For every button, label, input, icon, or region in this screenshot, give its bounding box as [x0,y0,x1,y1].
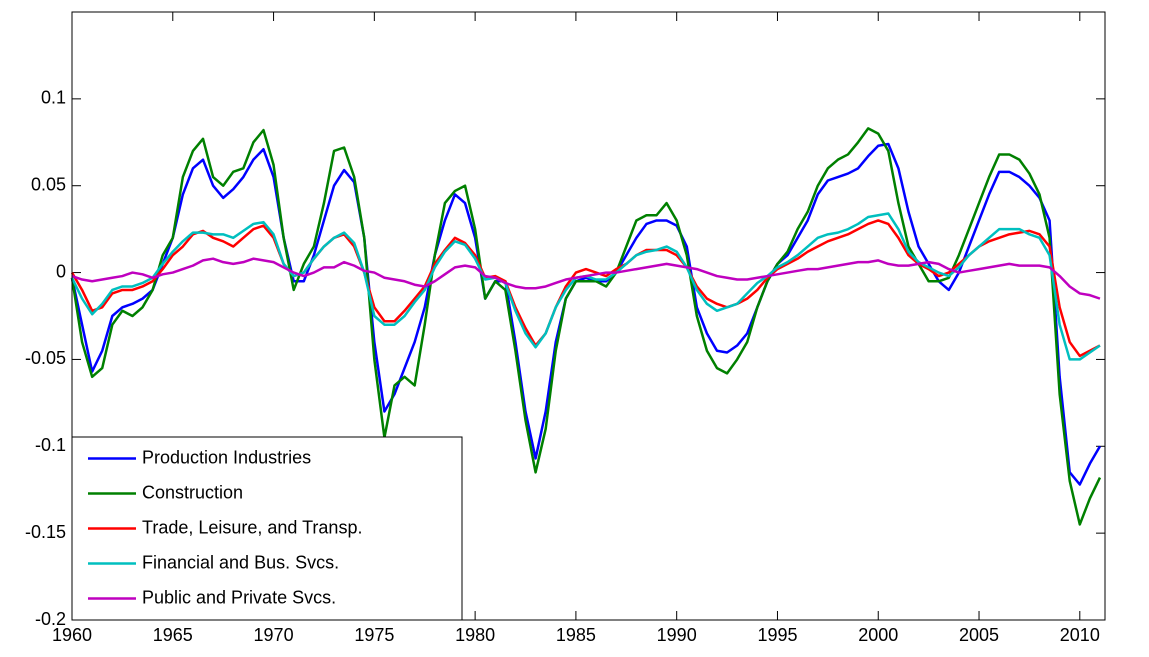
legend-label: Public and Private Svcs. [142,587,336,607]
y-tick-label: -0.2 [35,609,66,629]
legend-label: Trade, Leisure, and Transp. [142,517,362,537]
y-tick-label: 0.1 [41,88,66,108]
legend-label: Construction [142,482,243,502]
x-tick-label: 1990 [657,625,697,645]
legend-label: Production Industries [142,447,311,467]
y-tick-label: 0.05 [31,174,66,194]
y-tick-label: 0 [56,261,66,281]
x-tick-label: 1995 [757,625,797,645]
series-line [70,127,1102,526]
x-tick-label: 2000 [858,625,898,645]
legend-box [71,436,463,621]
x-tick-label: 1960 [52,625,92,645]
x-tick-label: 2005 [959,625,999,645]
series-line [71,257,1101,300]
legend: Production Industries Construction Trade, … [71,436,463,621]
x-tick-label: 1985 [556,625,596,645]
x-tick-label: 1970 [254,625,294,645]
y-tick-label: -0.1 [35,435,66,455]
series-line [70,142,1102,486]
x-tick-label: 1980 [455,625,495,645]
x-tick-label: 1975 [354,625,394,645]
legend-label: Financial and Bus. Svcs. [142,552,339,572]
y-tick-label: -0.15 [25,522,66,542]
plot-frame [71,11,1106,621]
x-tick-label: 2010 [1060,625,1100,645]
y-tick-label: -0.05 [25,348,66,368]
series-line [70,219,1101,358]
x-tick-label: 1965 [153,625,193,645]
